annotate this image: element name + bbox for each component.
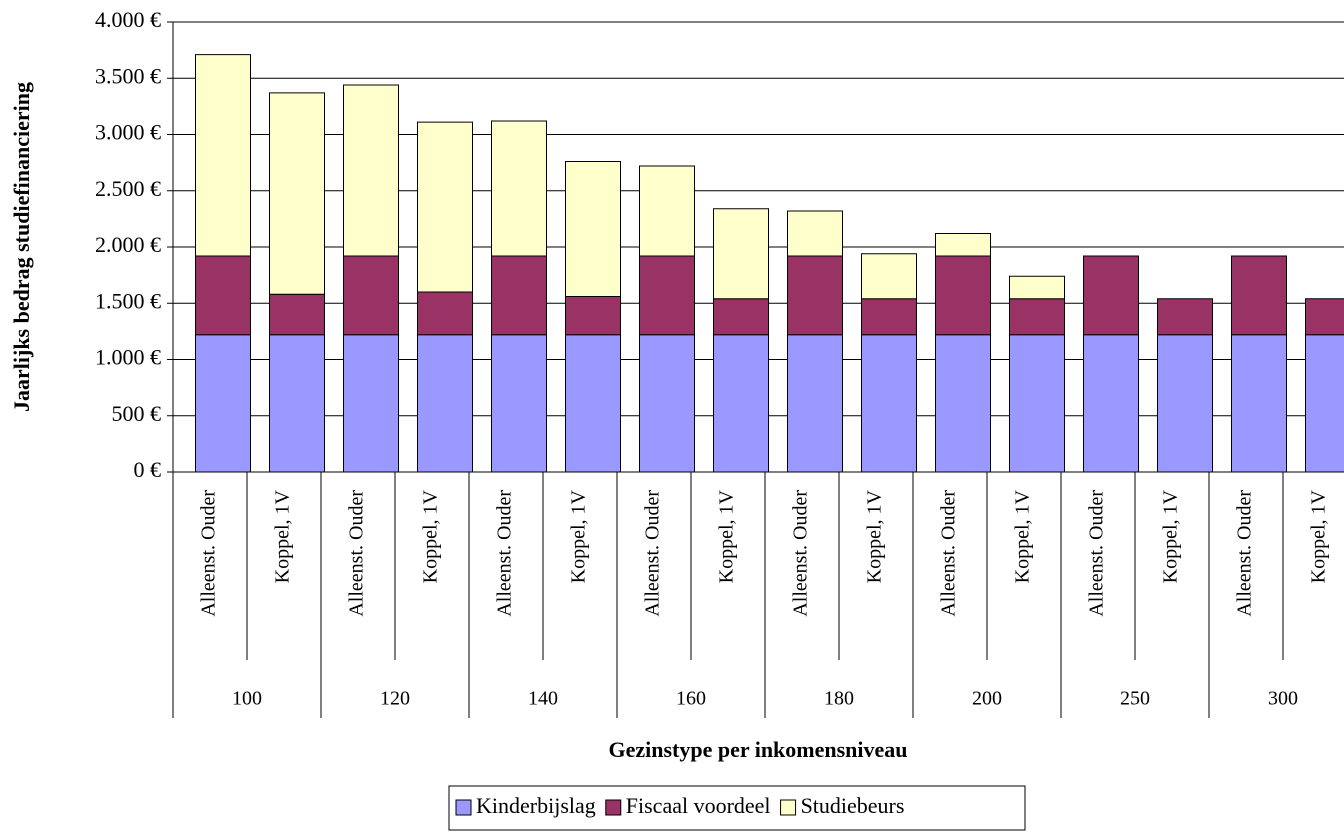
legend: Kinderbijslag Fiscaal voordeel Studiebeurs: [448, 785, 1026, 831]
y-tick-label: 2.000 €: [95, 232, 161, 257]
bar-segment: [1157, 334, 1213, 473]
x-tick-label: Koppel, 1V: [864, 489, 886, 583]
y-tick-label: 2.500 €: [95, 176, 161, 201]
x-tick-label: Koppel, 1V: [716, 489, 738, 583]
bar-segment: [269, 92, 325, 295]
legend-swatch: [605, 799, 622, 816]
x-tick-label: Koppel, 1V: [420, 489, 442, 583]
x-axis-title: Gezinstype per inkomensniveau: [608, 737, 907, 762]
x-tick-label: Alleenst. Ouder: [346, 490, 368, 617]
legend-box: [448, 785, 1026, 831]
legend-label: Kinderbijslag: [476, 793, 596, 818]
group-label: 250: [1120, 688, 1150, 710]
x-tick-label: Koppel, 1V: [568, 489, 590, 583]
y-tick-label: 3.000 €: [95, 120, 161, 145]
bar-segment: [417, 291, 473, 336]
bar-segment: [417, 121, 473, 293]
bar-segment: [1231, 255, 1287, 336]
bar-segment: [713, 334, 769, 473]
legend-swatch: [780, 799, 797, 816]
bar-segment: [343, 84, 399, 257]
bar-segment: [343, 255, 399, 336]
bar-segment: [565, 161, 621, 297]
bar-segment: [565, 334, 621, 473]
bar-segment: [269, 334, 325, 473]
bar-segment: [417, 334, 473, 473]
x-tick-label: Koppel, 1V: [1012, 489, 1034, 583]
group-label: 100: [232, 688, 262, 710]
bar-segment: [269, 293, 325, 336]
x-tick-label: Koppel, 1V: [272, 489, 294, 583]
y-axis-title: Jaarlijks bedrag studiefinanciering: [9, 82, 34, 412]
y-tick-label: 4.000 €: [95, 7, 161, 32]
bar-segment: [639, 334, 695, 473]
bar-segment: [861, 298, 917, 336]
legend-label: Fiscaal voordeel: [626, 793, 771, 818]
bar-segment: [1305, 298, 1344, 336]
x-tick-label: Koppel, 1V: [1308, 489, 1330, 583]
bar-segment: [861, 253, 917, 300]
bar-segment: [491, 120, 547, 257]
bar-segment: [639, 165, 695, 257]
bar-segment: [1305, 334, 1344, 473]
bar-segment: [935, 334, 991, 473]
bar-segment: [195, 334, 251, 473]
group-label: 140: [528, 688, 558, 710]
bar-segment: [343, 334, 399, 473]
bar-segment: [1009, 298, 1065, 336]
bar-segment: [639, 255, 695, 336]
bar-segment: [565, 296, 621, 336]
bar-segment: [1231, 334, 1287, 473]
y-tick-label: 500 €: [112, 401, 162, 426]
bar-segment: [1009, 334, 1065, 473]
x-tick-label: Alleenst. Ouder: [198, 490, 220, 617]
y-tick-label: 1.000 €: [95, 345, 161, 370]
bar-segment: [713, 298, 769, 336]
group-label: 300: [1268, 688, 1298, 710]
bar-segment: [195, 255, 251, 336]
x-tick-label: Alleenst. Ouder: [1086, 490, 1108, 617]
group-label: 200: [972, 688, 1002, 710]
legend-swatch: [455, 799, 472, 816]
x-tick-label: Alleenst. Ouder: [790, 490, 812, 617]
bar-segment: [1083, 255, 1139, 336]
x-tick-label: Koppel, 1V: [1160, 489, 1182, 583]
bar-segment: [1083, 334, 1139, 473]
legend-label: Studiebeurs: [801, 793, 905, 818]
bar-segment: [713, 208, 769, 300]
bar-segment: [935, 255, 991, 336]
x-tick-label: Alleenst. Ouder: [1234, 490, 1256, 617]
bar-segment: [491, 255, 547, 336]
bar-segment: [1157, 298, 1213, 336]
group-label: 160: [676, 688, 706, 710]
bar-segment: [491, 334, 547, 473]
bar-segment: [935, 233, 991, 257]
bar-segment: [195, 54, 251, 257]
bar-segment: [861, 334, 917, 473]
bar-segment: [787, 255, 843, 336]
bar-segment: [787, 210, 843, 257]
group-label: 180: [824, 688, 854, 710]
y-tick-label: 3.500 €: [95, 63, 161, 88]
x-tick-label: Alleenst. Ouder: [494, 490, 516, 617]
group-label: 120: [380, 688, 410, 710]
bar-segment: [787, 334, 843, 473]
bar-segment: [1009, 275, 1065, 300]
y-tick-label: 0 €: [134, 457, 162, 482]
y-tick-label: 1.500 €: [95, 288, 161, 313]
x-tick-label: Alleenst. Ouder: [642, 490, 664, 617]
x-tick-label: Alleenst. Ouder: [938, 490, 960, 617]
